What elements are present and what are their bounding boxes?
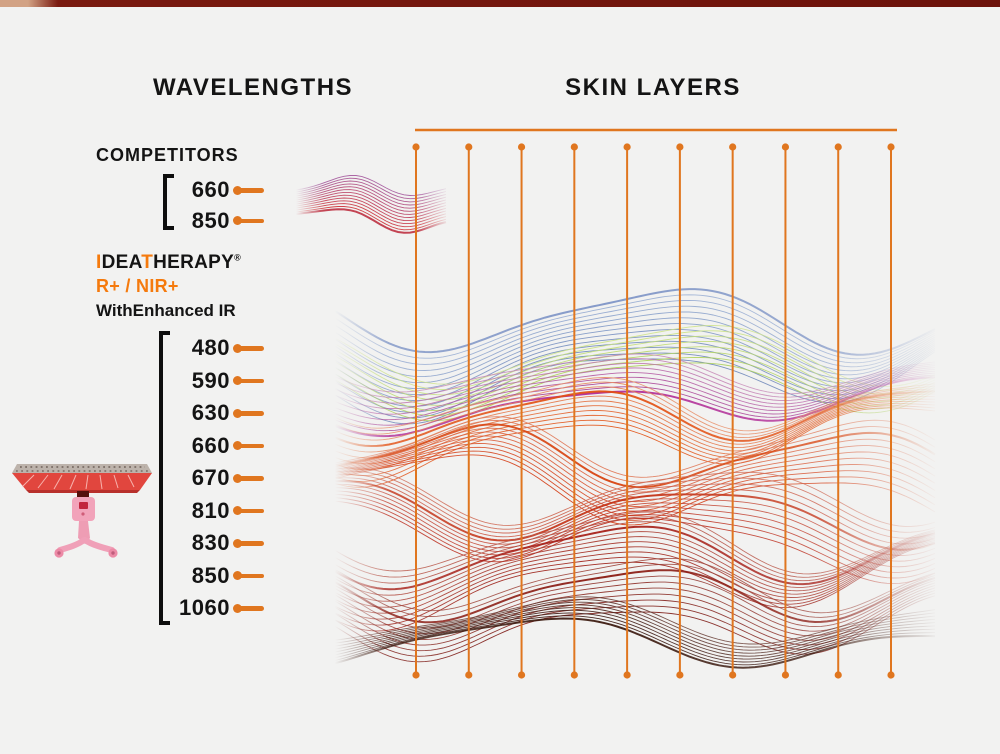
wavelength-pin-icon bbox=[233, 539, 264, 548]
wavelength-row: 1060 bbox=[170, 592, 264, 625]
skin-layer-dot bbox=[676, 671, 684, 679]
skin-layer-dot bbox=[781, 143, 790, 151]
panel-top-surface bbox=[12, 464, 152, 473]
wavelength-list: 480 590 630 660 670 810 830 850 1060 bbox=[170, 332, 264, 625]
wavelength-value: 850 bbox=[191, 207, 230, 233]
registered-trademark: ® bbox=[234, 252, 242, 263]
skin-layer-dot bbox=[570, 143, 578, 151]
stand-leg-left bbox=[57, 537, 87, 553]
control-box bbox=[72, 497, 95, 521]
wavelength-value: 850 bbox=[191, 562, 230, 588]
wave-bundle-810 bbox=[334, 467, 936, 585]
wavelength-pin-icon bbox=[233, 376, 264, 385]
skin-layer-dot bbox=[412, 143, 420, 151]
wavelength-value: 810 bbox=[191, 497, 230, 523]
wave-bundle-660 bbox=[334, 377, 936, 488]
wavelength-value: 480 bbox=[191, 335, 230, 361]
skin-layer-dot bbox=[834, 143, 842, 151]
skin-layer-dot bbox=[887, 671, 895, 679]
top-accent-bar bbox=[0, 0, 1000, 7]
wavelength-row: 850 bbox=[170, 560, 264, 593]
wave-bundle-850 bbox=[334, 557, 936, 663]
competitors-bracket bbox=[163, 174, 174, 230]
skin-layer-dot bbox=[465, 671, 473, 679]
skin-layer-dot bbox=[729, 671, 737, 679]
wavelength-pin-icon bbox=[233, 441, 264, 450]
brand-name-segment: T bbox=[141, 252, 154, 273]
wavelength-row: 670 bbox=[170, 462, 264, 495]
wavelength-pin-icon bbox=[233, 474, 264, 483]
wave-bundle-480 bbox=[334, 288, 936, 425]
competitor-wave-bundle bbox=[295, 175, 447, 234]
wavelength-pin-icon bbox=[233, 216, 264, 225]
control-screen bbox=[79, 502, 88, 509]
wavelength-row: 630 bbox=[170, 397, 264, 430]
skin-layer-dot bbox=[729, 143, 737, 151]
wavelength-value: 590 bbox=[191, 367, 230, 393]
wavelengths-heading: WAVELENGTHS bbox=[152, 74, 354, 101]
wavelength-wave-bundles bbox=[334, 288, 936, 669]
brand-name-segment: I bbox=[96, 252, 102, 273]
skin-layer-dot bbox=[412, 671, 420, 679]
wavelength-value: 1060 bbox=[179, 595, 230, 621]
skin-layer-dot bbox=[623, 671, 631, 679]
brand-subtitle: R+ / NIR+ bbox=[96, 276, 179, 297]
brand-name-segment: DEA bbox=[101, 252, 142, 273]
stand-column bbox=[78, 521, 90, 544]
skin-layer-dot bbox=[834, 671, 842, 679]
wave-bundle-590 bbox=[334, 325, 936, 422]
wave-bundle-630 bbox=[334, 353, 936, 438]
skin-layers-heading: SKIN LAYERS bbox=[565, 74, 741, 101]
wavelength-value: 660 bbox=[191, 177, 230, 203]
wavelength-value: 660 bbox=[191, 432, 230, 458]
wavelength-value: 830 bbox=[191, 530, 230, 556]
brand-subtitle-2: WithEnhanced IR bbox=[96, 300, 236, 320]
wavelength-pin-icon bbox=[233, 344, 264, 353]
wavelength-value: 670 bbox=[191, 465, 230, 491]
panel-mount bbox=[77, 491, 89, 499]
skin-layer-dot bbox=[781, 671, 790, 679]
wavelength-row: 480 bbox=[170, 332, 264, 365]
skin-layer-dot bbox=[517, 671, 526, 679]
wavelength-value: 630 bbox=[191, 400, 230, 426]
skin-layer-dot bbox=[887, 143, 895, 151]
skin-layer-dot bbox=[517, 143, 526, 151]
wavelength-row: 660 bbox=[170, 430, 264, 463]
wavelength-pin-icon bbox=[233, 604, 264, 613]
wavelength-bracket bbox=[159, 331, 170, 625]
caster-wheel-left bbox=[54, 548, 64, 558]
wave-bundle-competitor bbox=[295, 175, 447, 234]
brand-block: IDEATHERAPY® R+ / NIR+ WithEnhanced IR bbox=[96, 252, 241, 321]
caster-wheel-right bbox=[108, 548, 118, 558]
skin-layer-guides bbox=[412, 128, 897, 679]
competitors-label: COMPETITORS bbox=[96, 145, 239, 165]
led-glow-streaks bbox=[21, 474, 135, 490]
brand-name: IDEATHERAPY® bbox=[96, 252, 241, 274]
wavelength-row: 810 bbox=[170, 495, 264, 528]
panel-led-face bbox=[12, 473, 152, 490]
skin-layer-dot bbox=[570, 671, 578, 679]
wavelength-row: 830 bbox=[170, 527, 264, 560]
wavelength-row: 590 bbox=[170, 365, 264, 398]
wave-bundle-830 bbox=[334, 511, 936, 632]
skin-layer-dot bbox=[676, 143, 684, 151]
brand-name-segment: HERAPY bbox=[153, 252, 235, 273]
competitor-wavelength-row: 660 bbox=[170, 175, 264, 206]
skin-layer-dot bbox=[623, 143, 631, 151]
competitors-wavelength-list: 660 850 bbox=[170, 175, 264, 236]
wave-bundle-1060 bbox=[334, 596, 936, 669]
wavelength-pin-icon bbox=[233, 506, 264, 515]
skin-layer-dot bbox=[465, 143, 473, 151]
wavelength-pin-icon bbox=[233, 186, 264, 195]
stand-leg-right bbox=[82, 537, 115, 553]
wavelength-pin-icon bbox=[233, 571, 264, 580]
wavelength-pin-icon bbox=[233, 409, 264, 418]
wave-bundle-670 bbox=[334, 416, 936, 526]
competitor-wavelength-row: 850 bbox=[170, 206, 264, 237]
